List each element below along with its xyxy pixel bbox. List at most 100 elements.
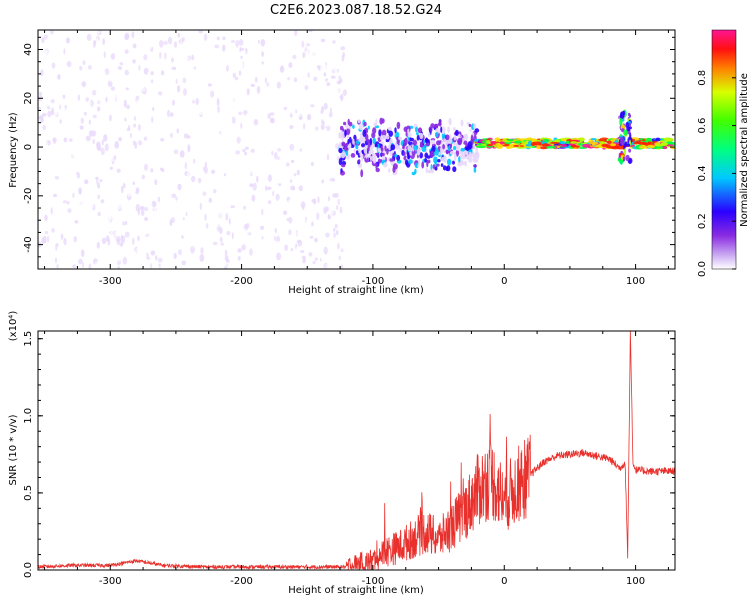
heatmap-cell	[115, 55, 119, 63]
heatmap-cell	[55, 97, 58, 104]
heatmap-cell	[473, 167, 477, 173]
heatmap-cell	[396, 121, 401, 130]
heatmap-cell	[177, 32, 181, 38]
heatmap-cell	[158, 176, 163, 183]
heatmap-cell	[287, 133, 291, 140]
heatmap-cell	[265, 104, 270, 108]
heatmap-cell	[150, 168, 154, 173]
heatmap-cell	[549, 141, 560, 144]
heatmap-cell	[257, 181, 262, 186]
heatmap-cell	[290, 108, 295, 115]
heatmap-cell	[261, 208, 264, 216]
heatmap-cell	[278, 168, 282, 176]
heatmap-cell	[430, 127, 433, 132]
heatmap-cell	[204, 213, 207, 221]
heatmap-cell	[73, 236, 77, 243]
heatmap-cell	[192, 217, 197, 224]
spectrogram-xlabel: Height of straight line (km)	[288, 285, 424, 296]
heatmap-cell	[243, 117, 249, 125]
heatmap-cell	[361, 153, 364, 162]
heatmap-cell	[325, 264, 329, 268]
heatmap-cell	[333, 227, 336, 232]
heatmap-cell	[228, 218, 231, 225]
heatmap-cell	[164, 101, 169, 109]
heatmap-cell	[282, 153, 287, 160]
heatmap-cell	[542, 138, 550, 142]
heatmap-cell	[297, 206, 301, 211]
heatmap-cell	[362, 129, 367, 137]
heatmap-cell	[216, 98, 220, 106]
heatmap-cell	[271, 208, 275, 215]
heatmap-cell	[152, 194, 156, 199]
heatmap-cell	[157, 196, 161, 203]
heatmap-cell	[204, 162, 207, 168]
heatmap-cell	[293, 173, 297, 177]
heatmap-cell	[138, 165, 143, 171]
heatmap-cell	[47, 235, 50, 243]
heatmap-cell	[258, 150, 263, 158]
heatmap-cell	[144, 247, 147, 254]
heatmap-cell	[161, 219, 167, 227]
heatmap-cell	[395, 144, 401, 150]
heatmap-cell	[157, 91, 163, 96]
heatmap-cell	[83, 111, 88, 116]
heatmap-cell	[219, 132, 222, 141]
heatmap-cell	[159, 60, 163, 68]
heatmap-cell	[623, 129, 628, 136]
heatmap-cell	[176, 165, 180, 171]
heatmap-cell	[85, 135, 91, 142]
heatmap-cell	[440, 126, 443, 133]
heatmap-cell	[118, 177, 121, 183]
heatmap-cell	[463, 135, 466, 141]
spectrogram-ytick-label: 0	[23, 144, 34, 150]
heatmap-cell	[271, 150, 274, 156]
heatmap-cell	[107, 215, 112, 223]
heatmap-cell	[292, 263, 296, 269]
heatmap-cell	[307, 37, 311, 41]
heatmap-cell	[288, 62, 293, 69]
heatmap-cell	[82, 210, 87, 216]
heatmap-cell	[274, 227, 277, 234]
heatmap-cell	[461, 161, 467, 166]
heatmap-cell	[536, 145, 541, 150]
heatmap-cell	[210, 90, 215, 98]
heatmap-cell	[227, 60, 231, 67]
heatmap-cell	[103, 134, 108, 142]
heatmap-cell	[624, 141, 628, 147]
colorbar: 0.0 0.2 0.4 0.6 0.8 Normalized spectral ampl…	[697, 29, 750, 277]
heatmap-cell	[363, 121, 367, 127]
heatmap-cell	[101, 174, 104, 180]
heatmap-cell	[41, 37, 45, 44]
heatmap-cell	[85, 220, 91, 228]
heatmap-cell	[109, 77, 114, 83]
heatmap-cell	[254, 76, 258, 83]
heatmap-cell	[204, 64, 209, 69]
heatmap-cell	[215, 222, 219, 228]
heatmap-cell	[150, 215, 155, 223]
heatmap-cell	[333, 172, 339, 180]
heatmap-cell	[158, 266, 162, 269]
heatmap-cell	[54, 142, 57, 149]
heatmap-cell	[55, 122, 60, 127]
heatmap-cell	[570, 141, 578, 144]
heatmap-cell	[132, 189, 137, 197]
heatmap-cell	[434, 159, 437, 167]
heatmap-cell	[60, 98, 65, 103]
heatmap-cell	[174, 41, 177, 48]
heatmap-cell	[196, 198, 202, 202]
heatmap-cell	[50, 207, 53, 215]
heatmap-cell	[315, 126, 319, 131]
heatmap-cell	[211, 169, 216, 174]
heatmap-cell	[97, 62, 101, 67]
heatmap-cell	[475, 145, 486, 149]
heatmap-cell	[436, 163, 440, 167]
heatmap-cell	[138, 124, 141, 131]
heatmap-cell	[135, 241, 138, 247]
heatmap-cell	[159, 51, 162, 59]
heatmap-cell	[199, 112, 204, 116]
heatmap-cell	[175, 43, 181, 51]
heatmap-cell	[191, 208, 194, 216]
heatmap-cell	[250, 178, 253, 184]
heatmap-cell	[338, 147, 343, 154]
heatmap-cell	[77, 113, 82, 119]
